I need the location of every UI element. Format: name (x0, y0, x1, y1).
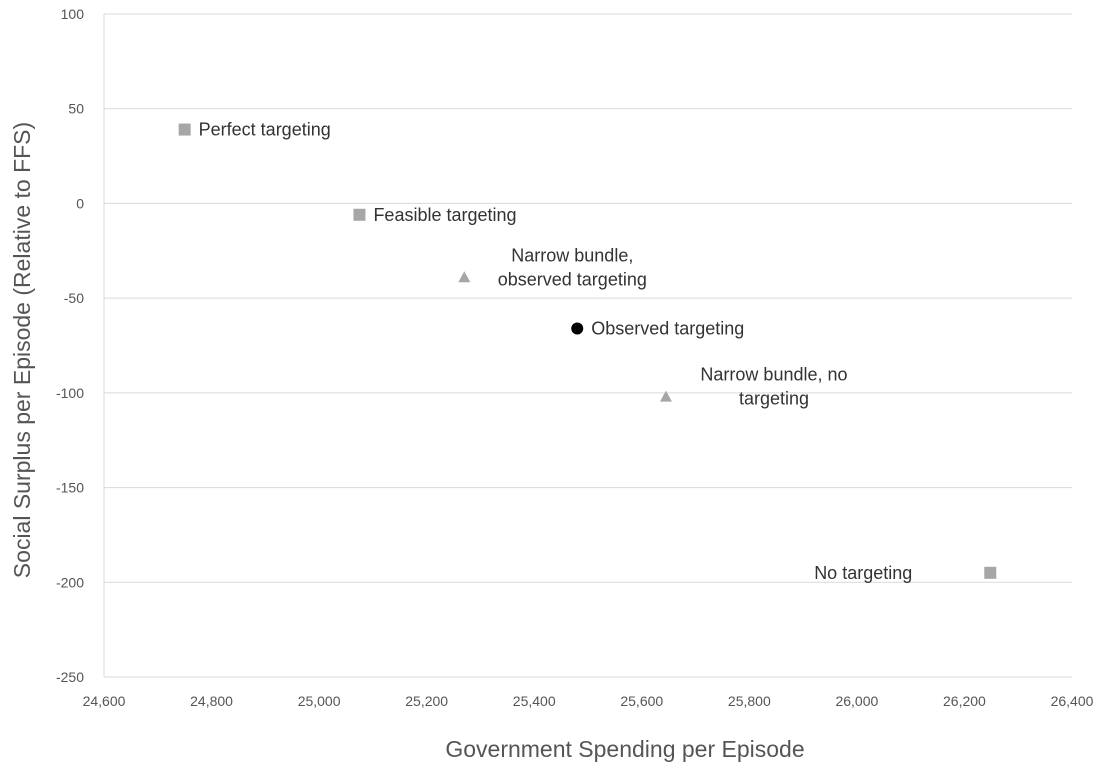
y-tick-labels: 100 50 0 -50 -100 -150 -200 -250 (56, 6, 84, 685)
observed-targeting-marker (571, 322, 584, 335)
x-tick-labels: 24,600 24,800 25,000 25,200 25,400 25,600 25,8… (83, 693, 1094, 709)
data-points (178, 123, 997, 579)
narrow-bundle-observed-marker (458, 271, 471, 283)
x-tick-label: 25,000 (298, 693, 341, 709)
point-label-line: Feasible targeting (373, 205, 516, 225)
point-label-line: Observed targeting (591, 318, 744, 338)
point-label-line: Narrow bundle, (511, 245, 633, 265)
x-axis-title: Government Spending per Episode (445, 736, 804, 762)
narrow-bundle-no-targeting-label: Narrow bundle, no targeting (700, 365, 847, 409)
no-targeting-marker (984, 566, 997, 579)
feasible-targeting-marker (353, 208, 366, 221)
x-tick-label: 25,400 (513, 693, 556, 709)
narrow-bundle-observed-label: Narrow bundle, observed targeting (498, 245, 647, 289)
point-label-line: No targeting (814, 563, 912, 583)
point-label-line: Perfect targeting (199, 120, 331, 140)
x-tick-label: 25,200 (405, 693, 448, 709)
x-tick-label: 26,400 (1051, 693, 1094, 709)
feasible-targeting-label: Feasible targeting (373, 205, 516, 225)
gridlines (104, 13, 1072, 678)
perfect-targeting-label: Perfect targeting (199, 120, 331, 140)
y-tick-label: -200 (56, 574, 84, 590)
narrow-bundle-no-targeting-marker (659, 390, 672, 402)
y-tick-label: -250 (56, 669, 84, 685)
y-tick-label: -100 (56, 385, 84, 401)
no-targeting-label: No targeting (814, 563, 912, 583)
point-label-line: Narrow bundle, no (700, 365, 847, 385)
y-tick-label: -150 (56, 480, 84, 496)
perfect-targeting-marker (178, 123, 191, 136)
y-tick-label: 0 (76, 195, 84, 211)
x-tick-label: 26,000 (835, 693, 878, 709)
y-tick-label: 100 (61, 6, 85, 22)
point-label-line: observed targeting (498, 269, 647, 289)
x-tick-label: 26,200 (943, 693, 986, 709)
point-label-line: targeting (739, 389, 809, 409)
x-tick-label: 25,600 (620, 693, 663, 709)
y-tick-label: -50 (64, 290, 84, 306)
x-tick-label: 25,800 (728, 693, 771, 709)
y-tick-label: 50 (68, 101, 84, 117)
observed-targeting-label: Observed targeting (591, 318, 744, 338)
point-labels: Perfect targeting Feasible targeting Narro… (199, 120, 913, 583)
x-tick-label: 24,800 (190, 693, 233, 709)
y-axis-title: Social Surplus per Episode (Relative to … (9, 122, 35, 578)
x-tick-label: 24,600 (83, 693, 126, 709)
